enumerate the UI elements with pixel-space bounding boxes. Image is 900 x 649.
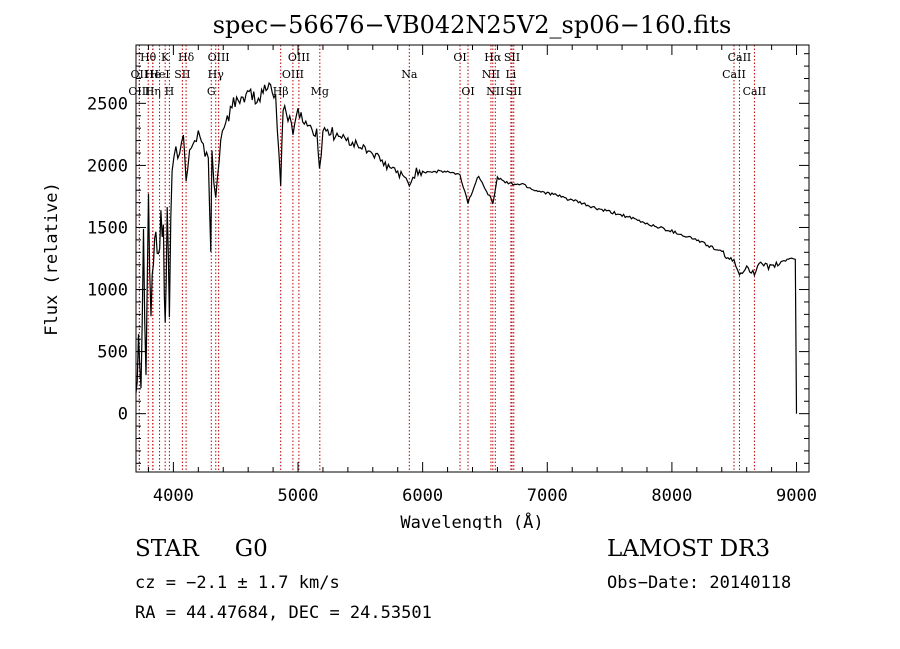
line-label: Hδ bbox=[178, 51, 195, 64]
flux-series-line bbox=[135, 81, 798, 414]
survey-name: LAMOST DR3 bbox=[607, 536, 771, 562]
line-label: CaII bbox=[743, 85, 767, 98]
line-label: OIII bbox=[128, 85, 150, 98]
line-label: Hθ bbox=[140, 51, 157, 64]
line-label: G bbox=[207, 85, 216, 98]
redshift-velocity: cz = −2.1 ± 1.7 km/s bbox=[135, 573, 340, 593]
line-label: H bbox=[165, 85, 175, 98]
x-tick-label: 5000 bbox=[278, 486, 319, 506]
line-label: HeI bbox=[149, 68, 169, 81]
object-class: STAR bbox=[135, 536, 199, 562]
x-tick-label: 4000 bbox=[153, 486, 194, 506]
line-label: OII bbox=[131, 68, 149, 81]
y-tick-label: 0 bbox=[118, 405, 128, 425]
object-subclass: G0 bbox=[234, 536, 268, 562]
line-label: NII bbox=[482, 68, 500, 81]
line-label: SII bbox=[506, 85, 522, 98]
chart-title: spec−56676−VB042N25V2_sp06−160.fits bbox=[213, 11, 732, 39]
line-label: OIII bbox=[282, 68, 304, 81]
line-label: Mg bbox=[311, 85, 329, 98]
line-label: SII bbox=[174, 68, 190, 81]
line-label: OIII bbox=[208, 51, 230, 64]
line-label: Hα bbox=[484, 51, 502, 64]
x-tick-label: 7000 bbox=[527, 486, 568, 506]
x-tick-label: 8000 bbox=[651, 486, 692, 506]
x-tick-label: 9000 bbox=[776, 486, 817, 506]
line-label: Li bbox=[505, 68, 516, 81]
observation-date: Obs−Date: 20140118 bbox=[607, 573, 792, 593]
line-label: Hγ bbox=[208, 68, 225, 81]
line-label: Na bbox=[401, 68, 418, 81]
spectrum-chart: spec−56676−VB042N25V2_sp06−160.fits Hθ OI… bbox=[42, 11, 817, 530]
y-tick-label: 500 bbox=[97, 343, 128, 363]
y-tick-label: 1500 bbox=[87, 218, 128, 238]
line-label: OI bbox=[453, 51, 466, 64]
y-tick-label: 2000 bbox=[87, 156, 128, 176]
line-label: OIII bbox=[288, 51, 310, 64]
x-axis-label: Wavelength (Å) bbox=[400, 511, 543, 530]
line-label: CaII bbox=[728, 51, 752, 64]
line-label: Hη bbox=[145, 85, 161, 98]
spectral-line-markers bbox=[138, 45, 755, 472]
spectral-line-labels: Hθ OII OIII He Hη K HeI H SII Hδ OIII Hγ G OIII OIII Hβ… bbox=[128, 51, 766, 98]
x-axis: 4000 5000 6000 7000 8000 9000 bbox=[147, 45, 817, 506]
line-label: SII bbox=[504, 51, 520, 64]
line-label: OI bbox=[461, 85, 474, 98]
line-label: NII bbox=[486, 85, 504, 98]
x-tick-label: 6000 bbox=[402, 486, 443, 506]
y-axis: 0 500 1000 1500 2000 2500 bbox=[87, 53, 809, 464]
line-label: K bbox=[161, 51, 170, 64]
y-tick-label: 2500 bbox=[87, 94, 128, 114]
y-axis-label: Flux (relative) bbox=[42, 182, 62, 336]
line-label: Hβ bbox=[273, 85, 289, 98]
y-tick-label: 1000 bbox=[87, 281, 128, 301]
plot-frame bbox=[135, 44, 810, 473]
line-label: CaII bbox=[722, 68, 746, 81]
spectral-class: STAR G0 bbox=[135, 536, 268, 562]
line-label: He bbox=[145, 68, 161, 81]
sky-coordinates: RA = 44.47684, DEC = 24.53501 bbox=[135, 603, 432, 623]
